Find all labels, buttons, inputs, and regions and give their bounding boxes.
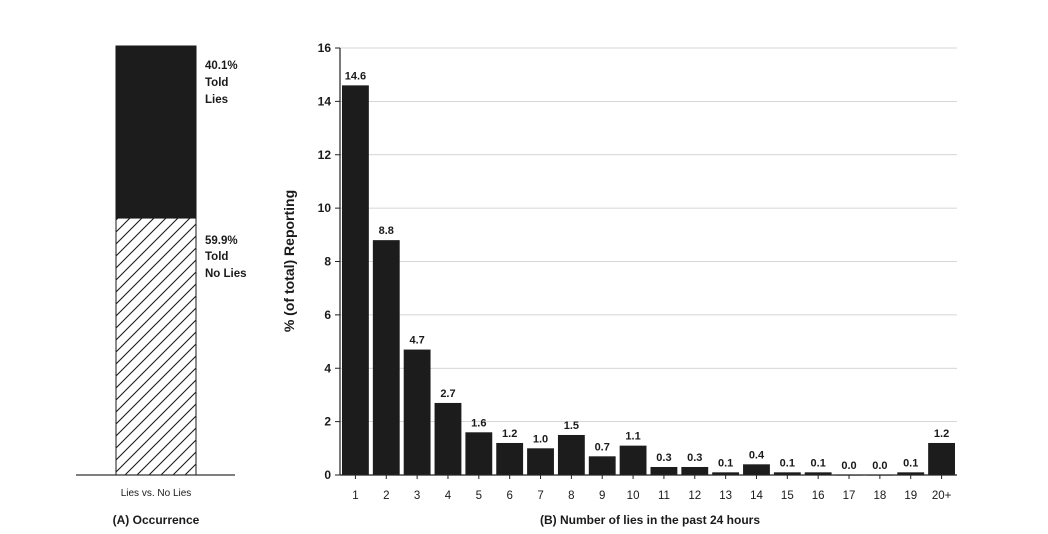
bar-value-label-16: 0.1	[811, 457, 826, 469]
y-tick-label: 8	[324, 255, 331, 269]
panel-a-caption: (A) Occurrence	[113, 513, 200, 527]
bar-10	[619, 445, 647, 475]
bar-20+	[928, 442, 955, 475]
panel-b-y-axis-title: % (of total) Reporting	[281, 190, 297, 332]
bar-value-label-18: 0.0	[872, 460, 887, 472]
bar-value-label-12: 0.3	[687, 452, 702, 464]
x-tick-label-4: 4	[445, 490, 452, 502]
bar-value-label-19: 0.1	[903, 457, 918, 469]
panel-a-category-label: Lies vs. No Lies	[121, 488, 192, 499]
bar-value-label-9: 0.7	[595, 441, 610, 453]
bar-value-label-15: 0.1	[780, 457, 795, 469]
bar-4	[434, 402, 462, 475]
panel-b-gridlines	[340, 47, 957, 423]
x-tick-label-8: 8	[568, 490, 574, 502]
panel-a-bars	[115, 45, 197, 476]
panel-a-segment-label-nolies-line2: No Lies	[205, 268, 247, 280]
panel-a-segment-label-lies-pct: 40.1%	[205, 60, 238, 72]
y-tick-label: 12	[318, 148, 332, 162]
y-tick-label: 0	[324, 468, 331, 482]
x-tick-label-16: 16	[812, 490, 825, 502]
bar-value-label-14: 0.4	[749, 449, 765, 461]
panel-b: 14.6 8.8 4.7 2.7 1.6 1.2 1.0 1.5 0.7 1.1 0.3 0.3 0.1…	[281, 41, 957, 527]
bar-value-label-8: 1.5	[564, 420, 579, 432]
x-tick-label-18: 18	[873, 490, 886, 502]
y-tick-label: 16	[318, 41, 332, 55]
x-tick-label-17: 17	[843, 490, 856, 502]
y-tick-label: 14	[318, 94, 332, 108]
panel-b-x-axis-title: (B) Number of lies in the past 24 hours	[540, 513, 760, 527]
x-tick-label-11: 11	[658, 490, 670, 502]
panel-a-segment-label-lies-line2: Lies	[205, 94, 228, 106]
x-tick-label-5: 5	[476, 490, 482, 502]
panel-b-bars: 14.6 8.8 4.7 2.7 1.6 1.2 1.0 1.5 0.7 1.1 0.3 0.3 0.1…	[342, 70, 955, 476]
bar-value-label-4: 2.7	[440, 388, 455, 400]
bar-13	[712, 472, 740, 475]
y-tick-label: 2	[324, 415, 331, 429]
x-tick-label-19: 19	[904, 490, 917, 502]
panel-a-segment-label-nolies-pct: 59.9%	[205, 235, 238, 247]
bar-value-label-3: 4.7	[409, 335, 424, 347]
bar-19	[897, 472, 925, 475]
bar-16	[804, 472, 832, 475]
y-tick-label: 6	[324, 308, 331, 322]
x-tick-label-3: 3	[414, 490, 420, 502]
bar-2	[372, 240, 400, 475]
x-tick-label-12: 12	[688, 490, 701, 502]
bar-value-label-7: 1.0	[533, 433, 548, 445]
panel-a: 40.1% Told Lies 59.9% Told No Lies Lies …	[76, 45, 247, 527]
bar-7	[527, 448, 554, 475]
bar-12	[681, 466, 709, 475]
panel-a-segment-no-lies	[115, 217, 197, 476]
y-tick-label: 10	[318, 201, 332, 215]
bar-value-label-11: 0.3	[656, 452, 671, 464]
bar-value-label-1: 14.6	[345, 70, 366, 82]
bar-14	[743, 464, 770, 475]
bar-value-label-6: 1.2	[502, 428, 517, 440]
bar-1	[342, 85, 369, 476]
x-tick-label-6: 6	[506, 490, 512, 502]
bar-6	[496, 442, 524, 475]
x-tick-label-1: 1	[352, 490, 358, 502]
bar-value-label-20+: 1.2	[934, 428, 949, 440]
bar-8	[557, 434, 585, 475]
bar-value-label-2: 8.8	[379, 225, 394, 237]
bar-value-label-5: 1.6	[471, 417, 486, 429]
bar-3	[403, 349, 431, 475]
x-tick-label-20+: 20+	[932, 490, 952, 502]
x-tick-label-7: 7	[537, 490, 543, 502]
x-tick-label-15: 15	[781, 490, 794, 502]
bar-value-label-10: 1.1	[625, 431, 640, 443]
panel-a-segment-label-lies-line1: Told	[205, 77, 228, 89]
bar-5	[465, 432, 493, 475]
bar-value-label-17: 0.0	[841, 460, 856, 472]
y-tick-label: 4	[324, 361, 331, 375]
panel-a-segment-lies	[115, 45, 197, 219]
panel-a-segment-label-nolies-line1: Told	[205, 251, 228, 263]
x-tick-label-9: 9	[599, 490, 605, 502]
x-tick-label-10: 10	[627, 490, 640, 502]
x-tick-label-14: 14	[750, 490, 763, 502]
x-tick-label-13: 13	[719, 490, 732, 502]
x-tick-label-2: 2	[383, 490, 389, 502]
bar-9	[588, 456, 616, 475]
bar-value-label-13: 0.1	[718, 457, 733, 469]
bar-11	[650, 466, 678, 475]
bar-15	[773, 472, 801, 475]
